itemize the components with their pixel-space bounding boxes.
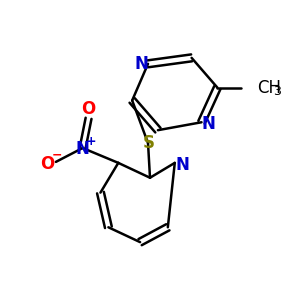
Text: S: S	[143, 134, 155, 152]
Text: N: N	[134, 55, 148, 73]
Text: O: O	[40, 155, 54, 173]
Text: −: −	[52, 148, 62, 161]
Text: N: N	[76, 140, 90, 158]
Text: +: +	[85, 135, 96, 148]
Text: N: N	[202, 115, 215, 133]
Text: O: O	[81, 100, 96, 118]
Text: CH: CH	[257, 79, 281, 97]
Text: 3: 3	[273, 85, 281, 98]
Text: N: N	[176, 156, 190, 174]
